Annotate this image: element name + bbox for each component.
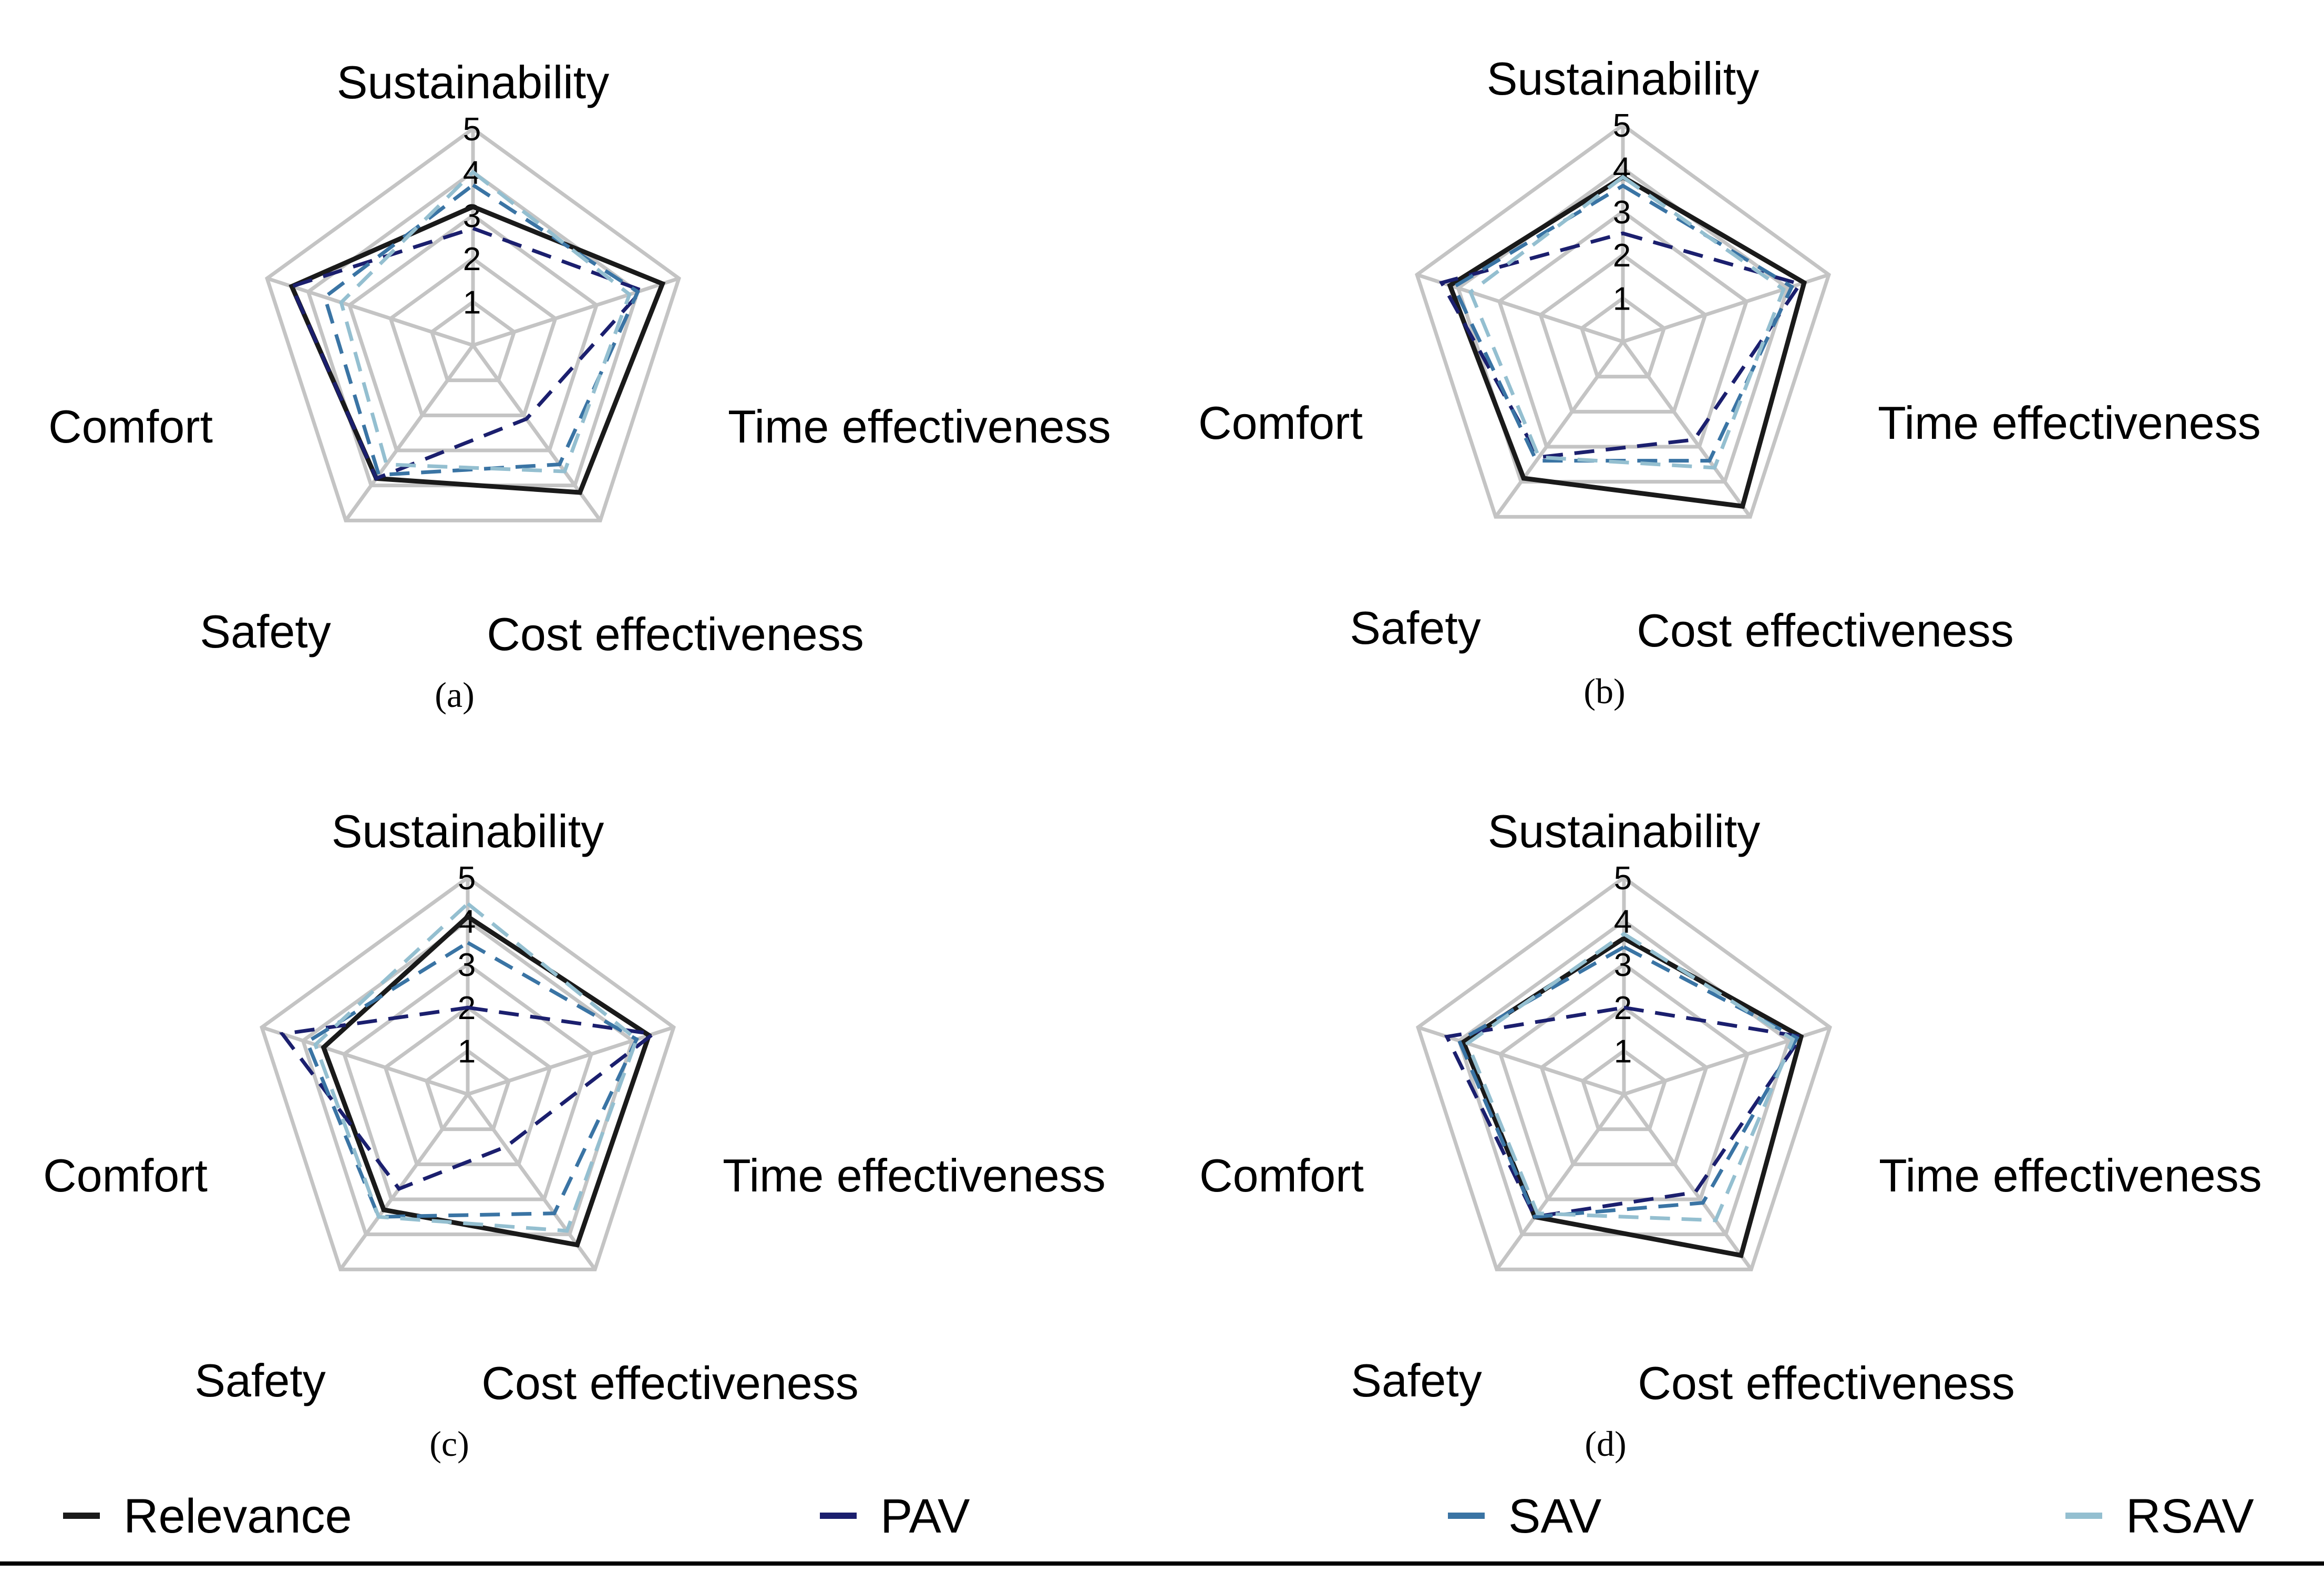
series-sav — [322, 182, 640, 477]
spoke-time-effectiveness — [467, 1025, 674, 1096]
spoke-cost-effectiveness — [1622, 1093, 1753, 1271]
axis-label-time-effectiveness: Time effectiveness — [1878, 397, 2261, 449]
tick-label: 3 — [458, 947, 476, 983]
tick-label: 2 — [1613, 238, 1631, 274]
axis-label-sustainability: Sustainability — [1487, 53, 1760, 105]
grid-ring-3 — [1498, 962, 1750, 1201]
axis-label-time-effectiveness: Time effectiveness — [728, 400, 1111, 453]
spoke-safety — [344, 344, 475, 522]
axis-label-safety: Safety — [194, 1354, 325, 1406]
grid-ring-5 — [265, 126, 681, 522]
axis-label-cost-effectiveness: Cost effectiveness — [1637, 604, 2013, 656]
grid-ring-3 — [342, 962, 594, 1201]
tick-label: 1 — [463, 285, 481, 321]
grid-ring-2 — [388, 256, 558, 417]
axis-label-safety: Safety — [200, 605, 331, 657]
axis-label-safety: Safety — [1350, 602, 1480, 654]
axis-label-sustainability: Sustainability — [1488, 805, 1761, 857]
axis-label-comfort: Comfort — [1198, 397, 1363, 449]
tick-label: 1 — [458, 1034, 476, 1070]
axis-label-sustainability: Sustainability — [337, 56, 610, 108]
axis-label-sustainability: Sustainability — [332, 805, 604, 857]
spoke-comfort — [1417, 1025, 1625, 1096]
panel-label: (a) — [435, 675, 474, 715]
panel-label: (b) — [1583, 671, 1625, 711]
series-rsav — [1468, 174, 1786, 470]
grid-ring-5 — [1415, 122, 1831, 519]
spoke-cost-effectiveness — [1621, 340, 1752, 518]
series-relevance — [321, 913, 652, 1248]
series-rsav — [313, 901, 639, 1233]
tick-label: 5 — [1613, 108, 1631, 144]
spoke-comfort — [261, 1025, 469, 1096]
axis-label-cost-effectiveness: Cost effectiveness — [1638, 1357, 2014, 1409]
grid-ring-1 — [1579, 296, 1667, 379]
legend-label-relevance: Relevance — [124, 1489, 352, 1543]
panel-label: (d) — [1585, 1424, 1626, 1464]
axis-label-comfort: Comfort — [48, 400, 213, 453]
grid-ring-2 — [1539, 1005, 1709, 1166]
axis-label-cost-effectiveness: Cost effectiveness — [487, 608, 863, 660]
spoke-cost-effectiveness — [466, 1093, 597, 1271]
legend: Relevance PAV SAV RSAV — [63, 1489, 2254, 1543]
grid-ring-1 — [424, 1048, 511, 1132]
tick-label: 5 — [1614, 860, 1632, 897]
series-relevance — [289, 204, 666, 495]
axis-label-safety: Safety — [1351, 1354, 1482, 1406]
series-pav — [279, 1005, 658, 1191]
legend-label-rsav: RSAV — [2126, 1489, 2254, 1543]
series-rsav — [1465, 931, 1795, 1222]
panel-label: (c) — [429, 1424, 469, 1464]
tick-label: 3 — [1613, 194, 1631, 231]
spoke-time-effectiveness — [1622, 273, 1829, 344]
grid-ring-3 — [347, 213, 599, 453]
series-sav — [305, 940, 639, 1219]
axis-label-cost-effectiveness: Cost effectiveness — [481, 1357, 858, 1409]
axis-label-comfort: Comfort — [1199, 1149, 1364, 1201]
tick-label: 5 — [458, 860, 476, 897]
spoke-comfort — [266, 276, 474, 347]
tick-label: 1 — [1613, 281, 1631, 317]
spoke-safety — [1495, 1093, 1626, 1271]
tick-label: 5 — [463, 111, 481, 148]
spoke-safety — [1494, 340, 1624, 518]
axis-label-time-effectiveness: Time effectiveness — [1879, 1149, 2262, 1201]
series-rsav — [339, 169, 632, 474]
grid-ring-2 — [383, 1005, 552, 1166]
series-relevance — [1460, 935, 1804, 1258]
tick-label: 1 — [1614, 1034, 1632, 1070]
legend-label-pav: PAV — [880, 1489, 970, 1543]
tick-label: 2 — [463, 241, 481, 277]
series-relevance — [1447, 174, 1807, 509]
spoke-safety — [339, 1093, 469, 1271]
grid-ring-5 — [1416, 875, 1832, 1271]
axis-label-comfort: Comfort — [43, 1149, 208, 1201]
axis-label-time-effectiveness: Time effectiveness — [723, 1149, 1106, 1201]
grid-ring-1 — [1580, 1048, 1668, 1132]
grid-ring-2 — [1538, 252, 1708, 414]
spoke-time-effectiveness — [472, 276, 680, 347]
grid-ring-1 — [429, 300, 517, 383]
legend-label-sav: SAV — [1508, 1489, 1601, 1543]
grid-ring-5 — [260, 875, 676, 1271]
